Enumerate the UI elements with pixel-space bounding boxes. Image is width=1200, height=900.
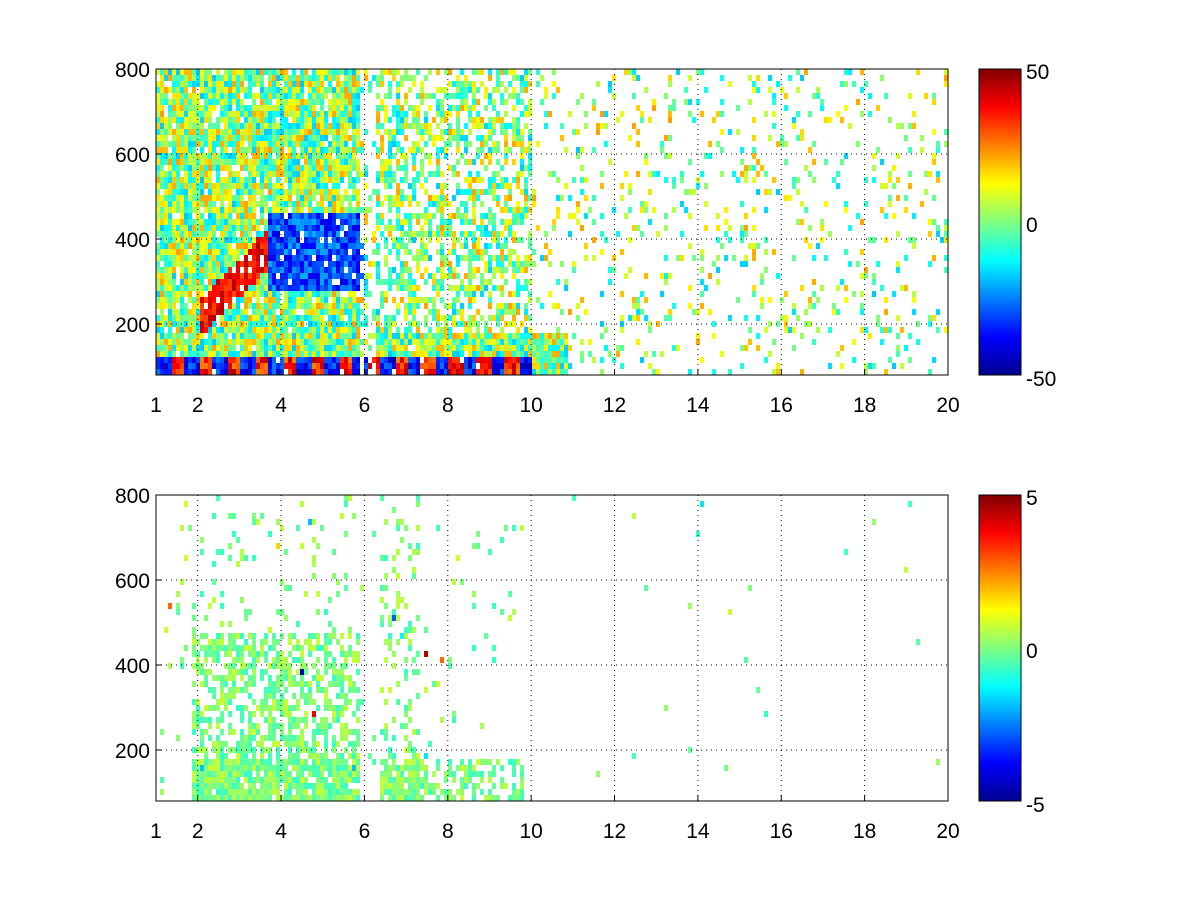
top-x-tick-labels: 1 2 4 6 8 10 12 14 16 18 20	[150, 369, 960, 417]
bottom-x-tick-labels: 1 2 4 6 8 10 12 14 16 18 20	[150, 795, 960, 843]
top-colorbar-min-label: -50	[1026, 368, 1056, 391]
bottom-x-tick-label: 20	[936, 820, 959, 843]
bottom-colorbar-min-label: -5	[1026, 794, 1045, 817]
bottom-y-tick-label: 800	[115, 485, 150, 508]
top-y-tick-labels: 200 400 600 800	[115, 59, 162, 337]
bottom-x-tick-label: 16	[770, 820, 793, 843]
bottom-colorbar-max-label: 5	[1026, 487, 1038, 510]
top-x-tick-label: 6	[359, 394, 371, 417]
bottom-x-tick-label: 1	[150, 820, 162, 843]
bottom-plot-frame	[155, 494, 949, 802]
bottom-x-tick-label: 4	[275, 820, 287, 843]
bottom-y-tick-label: 600	[115, 570, 150, 593]
bottom-x-tick-label: 12	[603, 820, 626, 843]
top-colorbar-max-label: 50	[1026, 61, 1049, 84]
bottom-y-tick-label: 200	[115, 740, 150, 763]
top-colorbar-mid-label: 0	[1026, 214, 1038, 237]
top-heatmap-cells	[156, 69, 948, 375]
top-x-tick-label: 1	[150, 394, 162, 417]
bottom-y-tick-labels: 200 400 600 800	[115, 485, 162, 763]
top-y-tick-label: 400	[115, 229, 150, 252]
bottom-y-tick-label: 400	[115, 655, 150, 678]
top-x-tick-label: 20	[936, 394, 959, 417]
top-x-tick-label: 8	[442, 394, 454, 417]
top-x-tick-label: 16	[770, 394, 793, 417]
top-x-tick-label: 10	[519, 394, 542, 417]
top-plot-frame	[155, 68, 949, 376]
top-colorbar	[978, 68, 1022, 376]
top-x-tick-label: 18	[853, 394, 876, 417]
top-y-tick-label: 600	[115, 144, 150, 167]
bottom-x-tick-label: 2	[192, 820, 204, 843]
top-x-tick-label: 12	[603, 394, 626, 417]
bottom-x-tick-label: 10	[519, 820, 542, 843]
bottom-x-tick-label: 8	[442, 820, 454, 843]
top-x-tick-label: 4	[275, 394, 287, 417]
bottom-colorbar-mid-label: 0	[1026, 640, 1038, 663]
bottom-x-tick-label: 6	[359, 820, 371, 843]
bottom-x-tick-label: 14	[686, 820, 710, 843]
bottom-colorbar	[978, 494, 1022, 802]
bottom-x-tick-label: 18	[853, 820, 876, 843]
top-x-tick-label: 14	[686, 394, 710, 417]
bottom-heatmap-cells	[160, 495, 940, 801]
top-y-tick-label: 800	[115, 59, 150, 82]
top-y-tick-label: 200	[115, 314, 150, 337]
top-x-tick-label: 2	[192, 394, 204, 417]
